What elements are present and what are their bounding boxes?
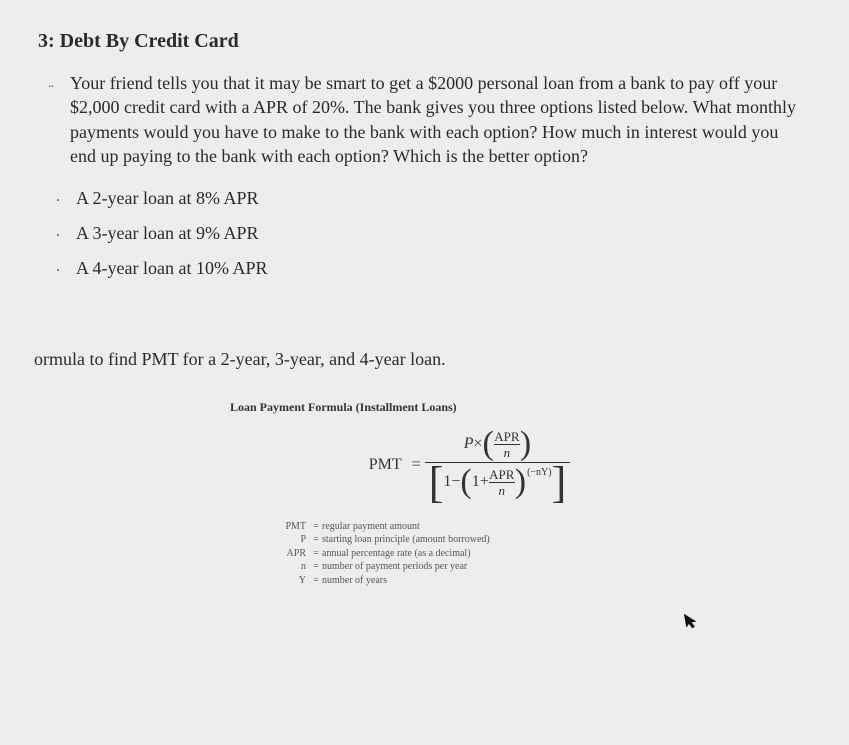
option-c: A 4-year loan at 10% APR (76, 258, 809, 279)
paren-open: ( (483, 429, 494, 460)
minus-sign: − (451, 473, 460, 491)
n-label: n (494, 444, 520, 459)
inner-paren-open: ( (460, 467, 471, 498)
problem-statement: Your friend tells you that it may be sma… (70, 71, 799, 168)
instruction-text: ormula to find PMT for a 2-year, 3-year,… (34, 349, 809, 370)
legend-key: Y (280, 574, 310, 588)
section-heading: 3: Debt By Credit Card (38, 30, 809, 53)
formula-legend: PMT = regular payment amount P = startin… (280, 520, 809, 588)
legend-val: number of payment periods per year (322, 560, 809, 574)
legend-row-y: Y = number of years (280, 574, 809, 588)
option-b: A 3-year loan at 9% APR (76, 223, 809, 244)
legend-eq: = (310, 547, 322, 561)
legend-val: regular payment amount (322, 520, 809, 534)
legend-row-p: P = starting loan principle (amount borr… (280, 533, 809, 547)
legend-key: n (280, 560, 310, 574)
times-sign: × (474, 435, 483, 453)
legend-row-apr: APR = annual percentage rate (as a decim… (280, 547, 809, 561)
bracket-open: [ (429, 465, 444, 500)
exponent: (−nY) (527, 467, 552, 478)
equals-sign: = (412, 456, 421, 474)
apr-over-n-bottom: APR n (489, 468, 515, 497)
mouse-cursor-icon (683, 611, 701, 636)
legend-eq: = (310, 574, 322, 588)
option-a: A 2-year loan at 8% APR (76, 188, 809, 209)
legend-val: annual percentage rate (as a decimal) (322, 547, 809, 561)
one-a: 1 (443, 473, 451, 491)
legend-row-n: n = number of payment periods per year (280, 560, 809, 574)
one-b: 1 (472, 473, 480, 491)
legend-key: PMT (280, 520, 310, 534)
apr-label: APR (494, 430, 519, 444)
legend-val: starting loan principle (amount borrowed… (322, 533, 809, 547)
legend-key: APR (280, 547, 310, 561)
paren-close: ) (520, 429, 531, 460)
legend-eq: = (310, 560, 322, 574)
bracket-close: ] (552, 465, 567, 500)
loan-payment-formula: PMT = P × ( APR n ) [ 1 − ( 1 + (130, 429, 809, 502)
formula-lhs: PMT (369, 456, 402, 474)
formula-main-fraction: P × ( APR n ) [ 1 − ( 1 + APR n (425, 429, 571, 502)
formula-title: Loan Payment Formula (Installment Loans) (230, 400, 809, 415)
plus-sign: + (480, 473, 489, 491)
legend-eq: = (310, 533, 322, 547)
apr-over-n-top: APR n (494, 430, 520, 459)
apr-label-2: APR (489, 468, 514, 482)
legend-eq: = (310, 520, 322, 534)
legend-val: number of years (322, 574, 809, 588)
var-P: P (464, 435, 474, 453)
n-label-2: n (489, 482, 515, 497)
legend-key: P (280, 533, 310, 547)
legend-row-pmt: PMT = regular payment amount (280, 520, 809, 534)
inner-paren-close: ) (515, 467, 526, 498)
